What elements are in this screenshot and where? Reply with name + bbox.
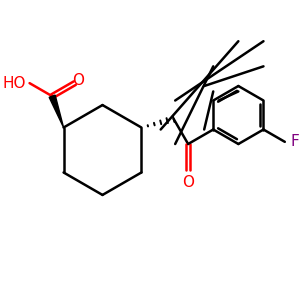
Text: HO: HO xyxy=(3,76,26,91)
Polygon shape xyxy=(49,95,64,128)
Text: F: F xyxy=(290,134,299,149)
Text: O: O xyxy=(182,175,194,190)
Text: O: O xyxy=(72,73,84,88)
